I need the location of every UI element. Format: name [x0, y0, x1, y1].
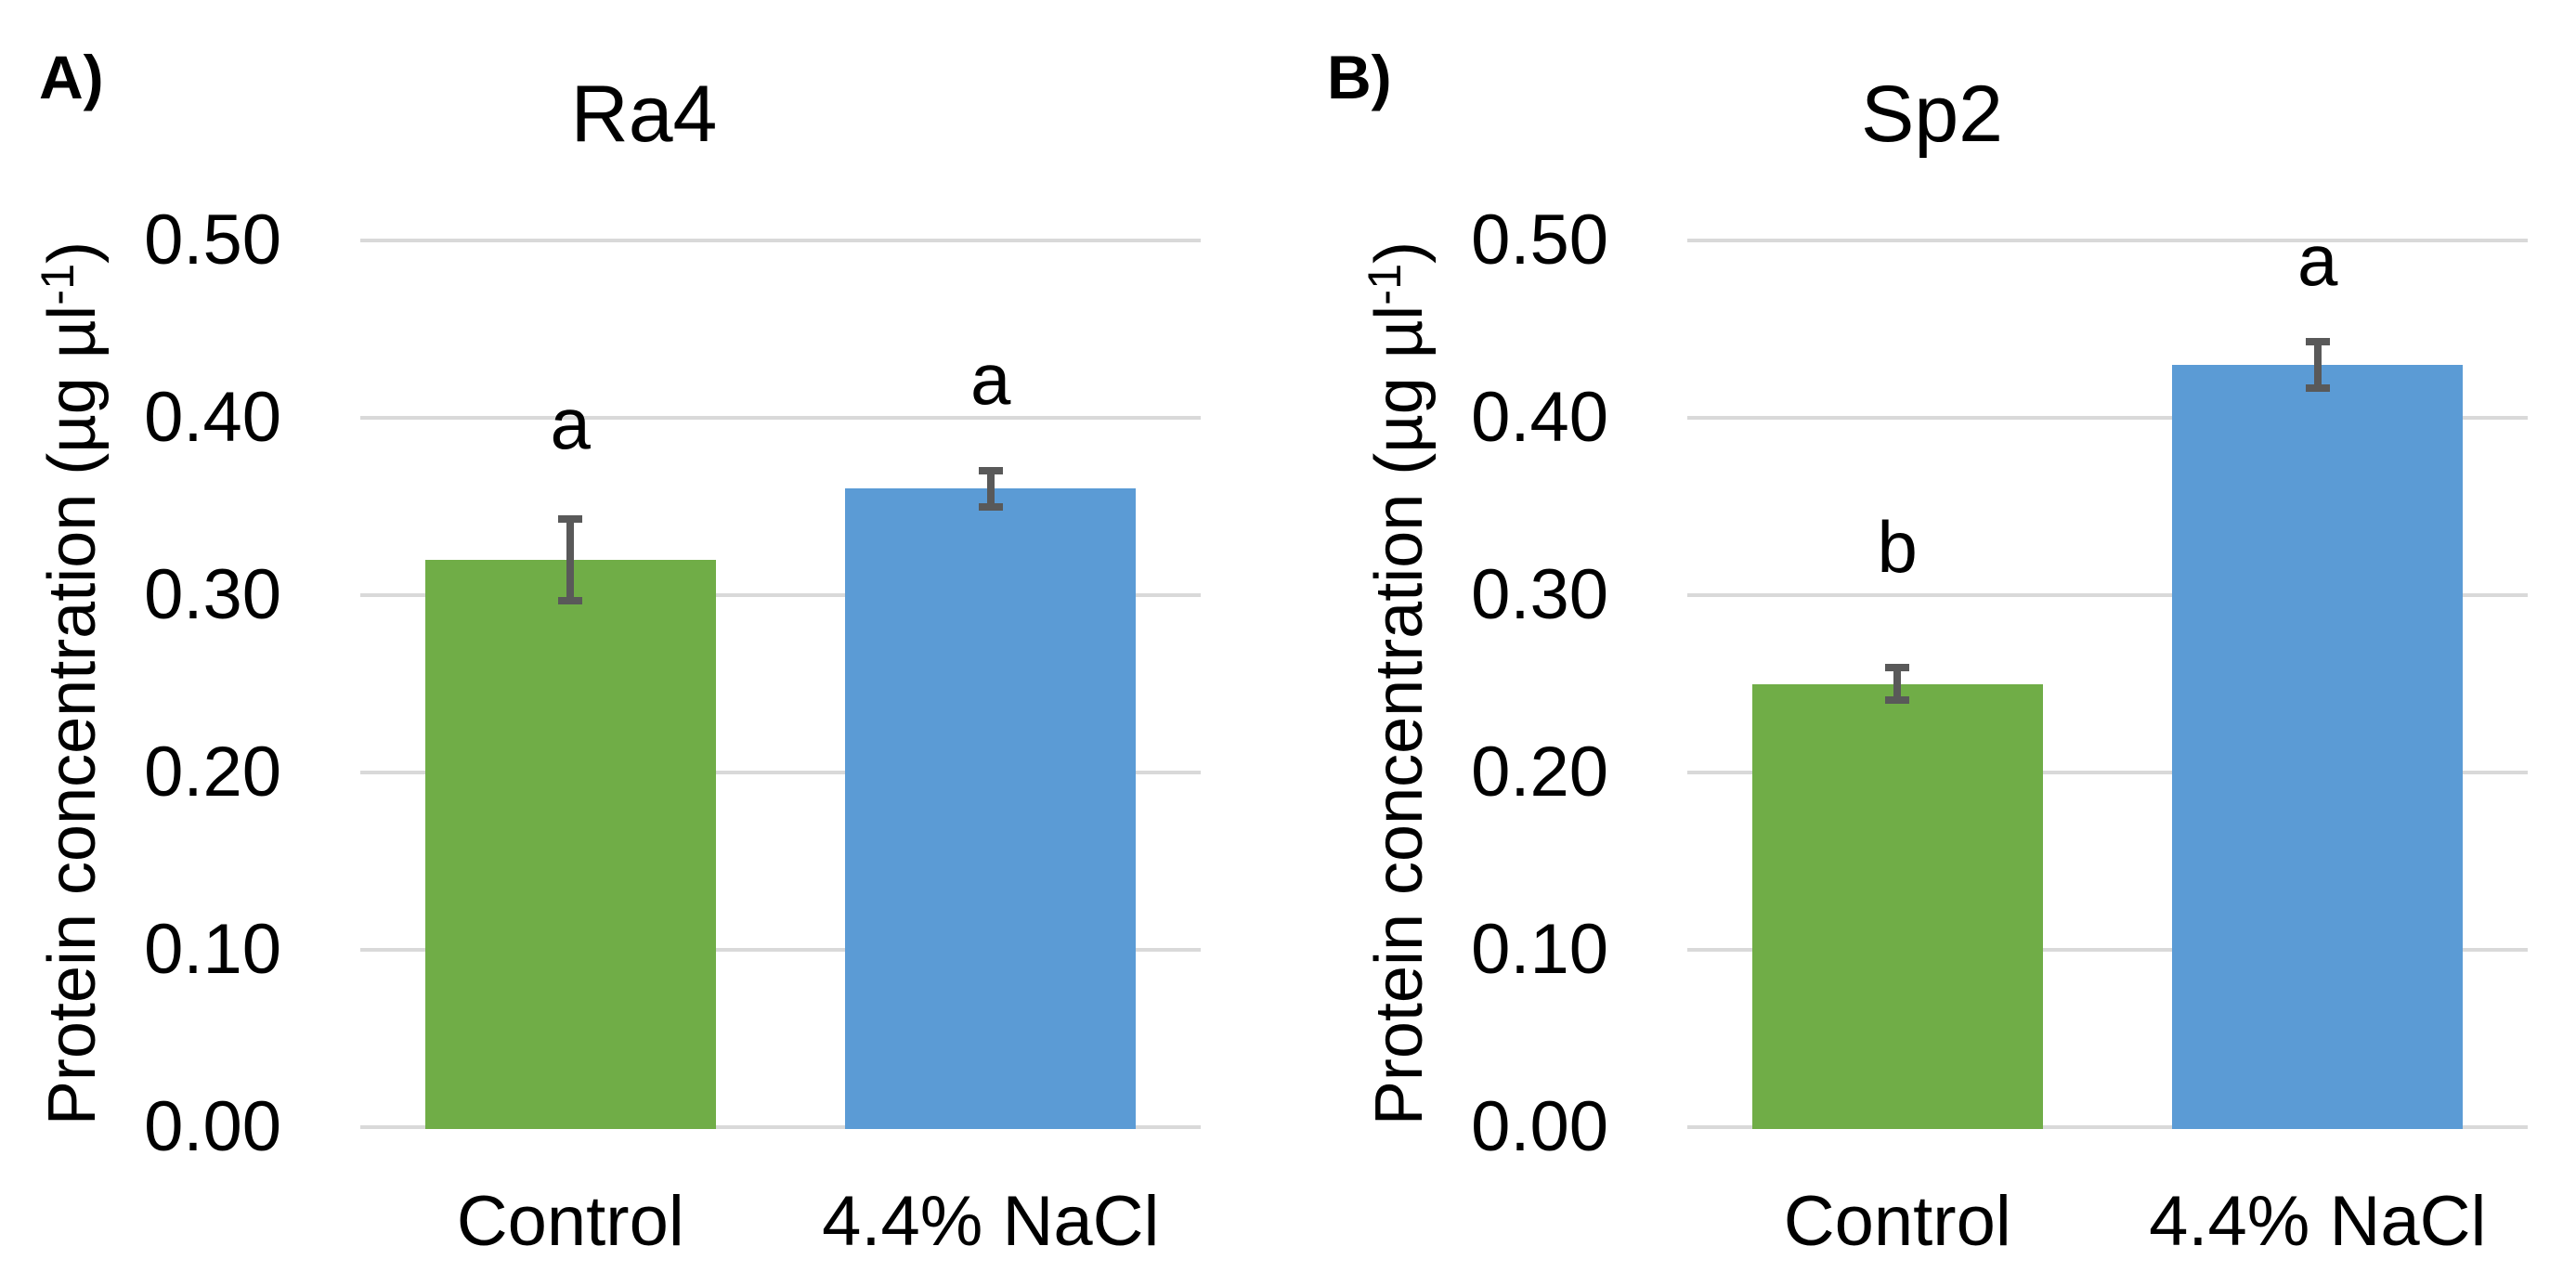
- x-tick-label-Control: Control: [456, 1182, 684, 1261]
- error-bar-cap-top: [1885, 664, 1910, 672]
- significance-letter-a: a: [2297, 218, 2338, 301]
- gridline-0.50: [360, 239, 1201, 242]
- y-tick-label-0.50: 0.50: [144, 201, 281, 279]
- y-tick-label-0.00: 0.00: [144, 1087, 281, 1166]
- error-bar-4.4% NaCl: [2313, 341, 2322, 388]
- error-bar-cap-top: [558, 514, 583, 523]
- y-axis-title: Protein concentration (µg µl-1): [1358, 126, 1441, 1240]
- error-bar-cap-bottom: [1885, 695, 1910, 704]
- y-tick-label-0.30: 0.30: [144, 555, 281, 634]
- gridline-0.40: [1687, 416, 2528, 420]
- panel-ra4: A) Ra4 Protein concentration (µg µl-1) 0…: [31, 43, 1201, 1257]
- bar-4.4% NaCl: [845, 488, 1137, 1129]
- bar-4.4% NaCl: [2172, 364, 2464, 1129]
- plot-area-sp2: 0.00 0.10 0.20 0.30 0.40 0.50 b Control a 4.4% Na…: [1471, 205, 2528, 1257]
- gridline-0.20: [360, 771, 1201, 774]
- error-bar-4.4% NaCl: [986, 471, 995, 507]
- panel-title-ra4: Ra4: [570, 70, 718, 159]
- panel-letter-a: A): [39, 43, 104, 111]
- significance-letter-a: a: [970, 337, 1011, 420]
- error-bar-cap-bottom: [558, 596, 583, 604]
- y-tick-label-0.00: 0.00: [1471, 1087, 1608, 1166]
- panel-letter-b: B): [1327, 43, 1392, 111]
- x-tick-label-Control: Control: [1783, 1182, 2011, 1261]
- bar-Control: [1751, 683, 2043, 1129]
- gridline-0.30: [1687, 593, 2528, 597]
- y-tick-label-0.50: 0.50: [1471, 201, 1608, 279]
- y-tick-label-0.40: 0.40: [144, 378, 281, 457]
- y-axis-title: Protein concentration (µg µl-1): [31, 126, 114, 1240]
- error-bar-cap-bottom: [2305, 383, 2330, 392]
- plot-area-ra4: 0.00 0.10 0.20 0.30 0.40 0.50 a Control a 4.4% Na…: [144, 205, 1201, 1257]
- bar-Control: [424, 559, 716, 1129]
- error-bar-Control: [566, 518, 575, 601]
- error-bar-Control: [1893, 668, 1902, 700]
- gridline-0.20: [1687, 771, 2528, 774]
- y-tick-label-0.30: 0.30: [1471, 555, 1608, 634]
- panel-title-sp2: Sp2: [1860, 70, 2004, 159]
- y-tick-label-0.20: 0.20: [1471, 733, 1608, 811]
- gridline-0.30: [360, 593, 1201, 597]
- y-tick-label-0.40: 0.40: [1471, 378, 1608, 457]
- x-tick-label-4.4% NaCl: 4.4% NaCl: [822, 1182, 1160, 1261]
- gridline-0.00: [360, 1125, 1201, 1129]
- significance-letter-a: a: [550, 382, 591, 464]
- gridline-0.00: [1687, 1125, 2528, 1129]
- gridline-0.40: [360, 416, 1201, 420]
- y-tick-label-0.20: 0.20: [144, 733, 281, 811]
- gridline-0.50: [1687, 239, 2528, 242]
- gridline-0.10: [360, 948, 1201, 952]
- significance-letter-b: b: [1877, 506, 1918, 589]
- x-tick-label-4.4% NaCl: 4.4% NaCl: [2149, 1182, 2487, 1261]
- gridline-0.10: [1687, 948, 2528, 952]
- error-bar-cap-bottom: [978, 502, 1003, 511]
- panel-sp2: B) Sp2 Protein concentration (µg µl-1) 0…: [1288, 0, 2576, 1285]
- y-tick-label-0.10: 0.10: [144, 910, 281, 989]
- error-bar-cap-top: [978, 467, 1003, 475]
- y-tick-label-0.10: 0.10: [1471, 910, 1608, 989]
- error-bar-cap-top: [2305, 337, 2330, 345]
